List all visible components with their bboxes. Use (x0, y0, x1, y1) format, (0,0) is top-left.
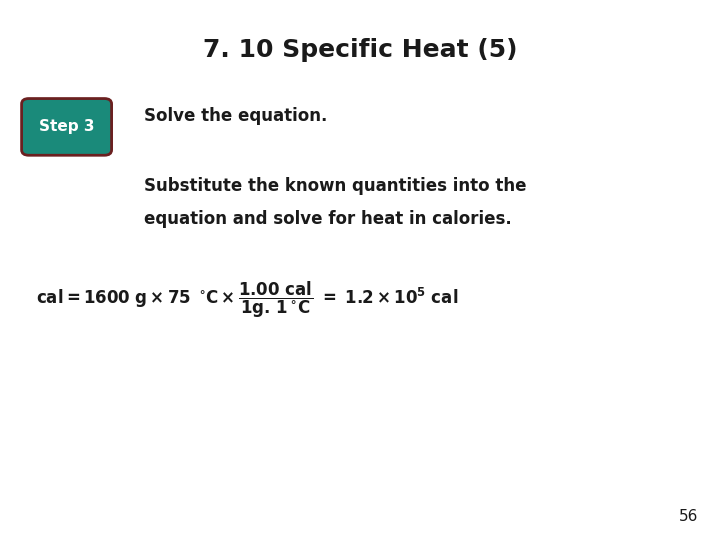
Text: Solve the equation.: Solve the equation. (144, 107, 328, 125)
Text: Substitute the known quantities into the: Substitute the known quantities into the (144, 177, 526, 195)
Text: 7. 10 Specific Heat (5): 7. 10 Specific Heat (5) (203, 38, 517, 62)
Text: Step 3: Step 3 (39, 119, 94, 134)
FancyBboxPatch shape (22, 98, 112, 156)
Text: equation and solve for heat in calories.: equation and solve for heat in calories. (144, 210, 512, 228)
Text: 56: 56 (679, 509, 698, 524)
Text: $\mathbf{cal = 1600\ g \times 75\ ^\circ\!C \times \dfrac{1.00\ cal}{1g.\,1^\cir: $\mathbf{cal = 1600\ g \times 75\ ^\circ… (36, 279, 459, 320)
